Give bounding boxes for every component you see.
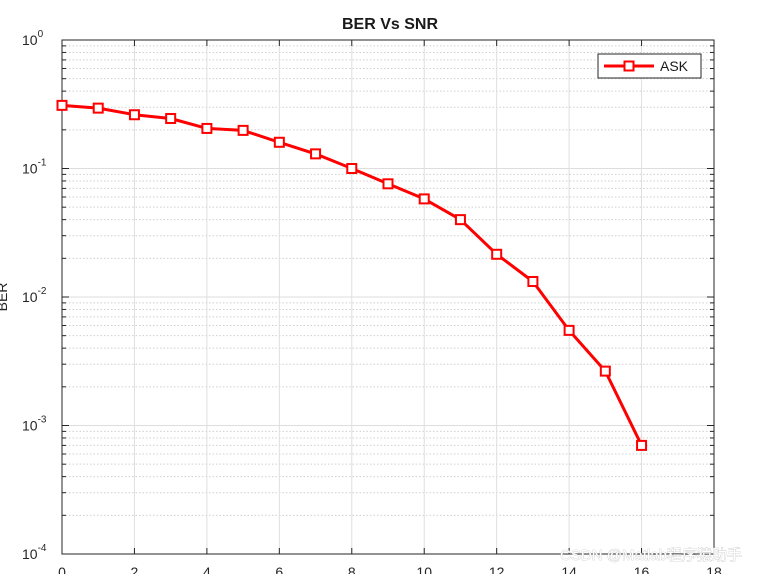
x-tick-label: 2	[131, 564, 139, 574]
y-tick-label: 100	[22, 29, 44, 48]
y-tick-label: 10-3	[22, 415, 47, 434]
data-point-marker	[418, 193, 430, 205]
y-tick-label: 10-1	[22, 158, 47, 177]
data-point-marker	[165, 112, 177, 124]
legend: ASK	[597, 53, 702, 79]
data-point-marker	[346, 163, 358, 174]
x-tick-label: 4	[203, 564, 211, 574]
y-tick-labels: 10-4 10-3 10-2 10-1 100	[22, 29, 47, 562]
data-point-marker	[273, 136, 285, 148]
x-tick-label: 10	[416, 564, 432, 574]
data-point-marker	[237, 124, 249, 136]
data-point-marker	[128, 109, 140, 121]
x-tick-labels: 0 2 4 6 8 10 12 14 16 18	[58, 564, 722, 574]
data-point-marker	[636, 439, 648, 451]
data-point-marker	[491, 248, 503, 260]
watermark: CSDN @Matlab程序猿助手	[560, 547, 742, 564]
data-point-marker	[454, 214, 466, 226]
data-point-marker	[599, 365, 611, 377]
data-point-marker	[382, 178, 394, 190]
x-tick-label: 0	[58, 564, 66, 574]
x-tick-label: 18	[706, 564, 722, 574]
x-tick-label: 16	[634, 564, 650, 574]
y-axis-label: BER	[0, 283, 10, 312]
series-layer	[56, 99, 648, 451]
x-tick-label: 8	[348, 564, 356, 574]
data-point-marker	[201, 122, 213, 134]
x-tick-label: 12	[489, 564, 505, 574]
data-point-marker	[563, 324, 575, 336]
legend-marker	[623, 60, 635, 72]
chart-title: BER Vs SNR	[342, 16, 438, 33]
x-tick-label: 6	[275, 564, 283, 574]
major-grid	[62, 40, 714, 554]
data-point-marker	[56, 99, 68, 111]
axis-ticks	[61, 39, 715, 555]
data-point-marker	[92, 102, 104, 114]
x-tick-label: 14	[561, 564, 577, 574]
data-point-marker	[527, 276, 539, 288]
data-point-marker	[310, 148, 322, 160]
legend-label-ask: ASK	[660, 58, 689, 74]
y-tick-label: 10-4	[22, 543, 47, 562]
y-tick-label: 10-2	[22, 286, 47, 305]
